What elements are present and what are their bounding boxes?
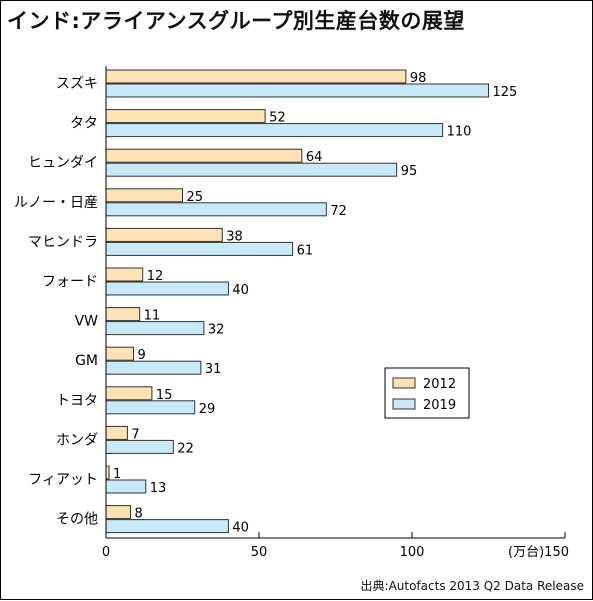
category-label: VW <box>75 314 99 330</box>
category-label: マヒンドラ <box>28 234 98 250</box>
bar-2019 <box>105 519 229 534</box>
category-label: トヨタ <box>56 393 98 409</box>
x-tick-label: 100 <box>400 545 425 560</box>
bar-2012 <box>105 386 153 401</box>
x-axis: 0 50 100 (万台)150 <box>102 66 569 560</box>
bar-2012 <box>105 346 135 361</box>
category-label: その他 <box>56 512 98 528</box>
bar-value-label: 9 <box>138 348 146 363</box>
bar-value-label: 40 <box>232 521 249 536</box>
bar-value-label: 12 <box>147 269 164 284</box>
bar-2012 <box>105 425 128 440</box>
bar-value-label: 64 <box>306 150 323 165</box>
bar-value-label: 110 <box>447 125 472 140</box>
category-label: ホンダ <box>56 432 98 448</box>
bar-2019 <box>105 83 489 98</box>
bar-value-label: 72 <box>330 204 347 219</box>
bar-value-label: 38 <box>226 229 243 244</box>
legend: 2012 2019 <box>384 367 470 419</box>
x-tick-label: 0 <box>102 545 110 560</box>
bar-2012 <box>105 69 407 84</box>
bar-2019 <box>105 162 398 177</box>
bar-2019 <box>105 241 294 256</box>
legend-box <box>384 367 470 419</box>
bar-value-label: 95 <box>401 164 418 179</box>
bar-value-label: 31 <box>205 362 222 377</box>
x-tick-label: (万台)150 <box>508 545 569 560</box>
source-note: 出典:Autofacts 2013 Q2 Data Release <box>360 579 584 593</box>
bar-2012 <box>105 267 144 282</box>
bar-2019 <box>105 202 327 217</box>
bar-value-label: 61 <box>297 243 314 258</box>
category-label: フォード <box>42 274 98 290</box>
bar-value-label: 52 <box>269 111 286 126</box>
bar-value-label: 22 <box>177 441 194 456</box>
bar-value-label: 32 <box>208 323 225 338</box>
category-label: ヒュンダイ <box>28 155 98 171</box>
category-label: GM <box>75 353 98 369</box>
legend-swatch-2019 <box>392 398 416 410</box>
bar-2012 <box>105 505 131 520</box>
bar-value-label: 7 <box>131 427 139 442</box>
bars-layer <box>105 69 489 534</box>
legend-swatch-2012 <box>392 377 416 389</box>
category-label: ルノー・日産 <box>14 195 98 211</box>
category-label: フィアット <box>28 472 98 488</box>
bar-2019 <box>105 479 147 494</box>
category-label: スズキ <box>56 76 98 92</box>
bar-2012 <box>105 148 303 163</box>
x-tick-label: 50 <box>251 545 268 560</box>
legend-label: 2019 <box>423 398 456 413</box>
x-axis-unit: (万台) <box>508 545 544 560</box>
chart-title: インド:アライアンスグループ別生産台数の展望 <box>7 9 465 33</box>
bar-value-label: 8 <box>134 507 142 522</box>
category-label: タタ <box>70 116 98 132</box>
bar-2012 <box>105 188 183 203</box>
bar-value-label: 98 <box>410 71 427 86</box>
bar-value-label: 25 <box>187 190 204 205</box>
bar-2019 <box>105 400 196 415</box>
bar-2012 <box>105 227 223 242</box>
bar-2019 <box>105 281 229 296</box>
bar-value-label: 1 <box>113 467 121 482</box>
legend-label: 2012 <box>423 377 456 392</box>
bar-value-label: 40 <box>232 283 249 298</box>
bar-value-label: 11 <box>144 309 161 324</box>
bar-value-label: 29 <box>199 402 216 417</box>
bar-value-label: 15 <box>156 388 173 403</box>
bar-2019 <box>105 360 202 375</box>
bar-value-label: 13 <box>150 481 167 496</box>
bar-2012 <box>105 109 266 124</box>
bar-value-label: 125 <box>493 85 518 100</box>
bar-2012 <box>105 307 141 322</box>
